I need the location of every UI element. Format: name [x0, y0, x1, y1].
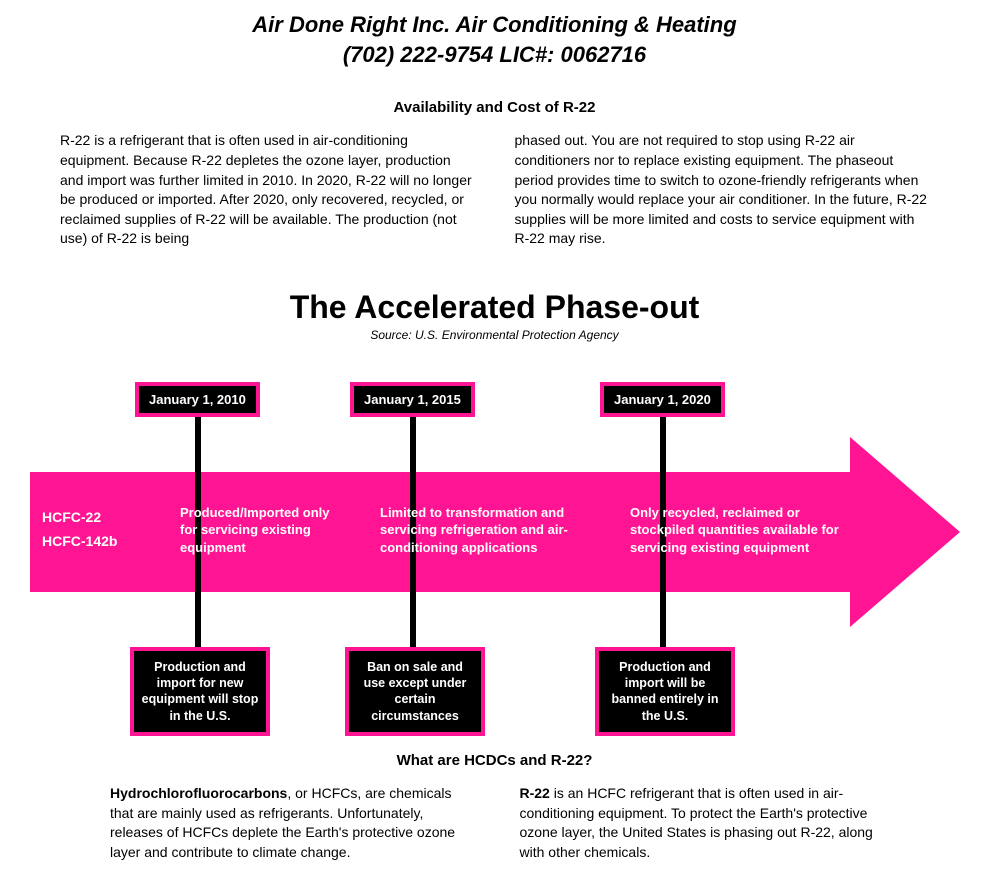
timeline-lower-box: Ban on sale and use except under certain…	[345, 647, 485, 736]
availability-col1: R-22 is a refrigerant that is often used…	[60, 131, 475, 249]
def-col2-bold: R-22	[520, 785, 550, 801]
availability-title: Availability and Cost of R-22	[30, 99, 959, 116]
timeline-lower-box: Production and import will be banned ent…	[595, 647, 735, 736]
timeline-upper-text: Only recycled, reclaimed or stockpiled q…	[630, 504, 850, 557]
arrow-label-item: HCFC-22	[42, 506, 117, 530]
availability-col2: phased out. You are not required to stop…	[515, 131, 930, 249]
arrow-left-labels: HCFC-22HCFC-142b	[42, 506, 117, 554]
timeline-upper-text: Produced/Imported only for servicing exi…	[180, 504, 340, 557]
def-col2-rest: is an HCFC refrigerant that is often use…	[520, 785, 873, 860]
timeline-date-box: January 1, 2010	[135, 382, 260, 417]
timeline-diagram: HCFC-22HCFC-142b January 1, 2010 Produced/…	[30, 382, 959, 722]
arrow-head	[850, 437, 960, 627]
availability-columns: R-22 is a refrigerant that is often used…	[30, 131, 959, 249]
timeline-date-box: January 1, 2015	[350, 382, 475, 417]
definitions-title: What are HCDCs and R-22?	[30, 752, 959, 769]
arrow-label-item: HCFC-142b	[42, 530, 117, 554]
phaseout-source: Source: U.S. Environmental Protection Ag…	[30, 328, 959, 342]
timeline-lower-box: Production and import for new equipment …	[130, 647, 270, 736]
company-header: Air Done Right Inc. Air Conditioning & H…	[30, 10, 959, 69]
phaseout-title: The Accelerated Phase-out	[30, 289, 959, 326]
def-col1-bold: Hydrochlorofluorocarbons	[110, 785, 287, 801]
company-contact: (702) 222-9754 LIC#: 0062716	[30, 40, 959, 70]
timeline-upper-text: Limited to transformation and servicing …	[380, 504, 600, 557]
definitions-col2: R-22 is an HCFC refrigerant that is ofte…	[520, 784, 880, 862]
definitions-col1: Hydrochlorofluorocarbons, or HCFCs, are …	[110, 784, 470, 862]
timeline-date-box: January 1, 2020	[600, 382, 725, 417]
definitions-columns: Hydrochlorofluorocarbons, or HCFCs, are …	[30, 784, 959, 862]
company-name: Air Done Right Inc. Air Conditioning & H…	[30, 10, 959, 40]
